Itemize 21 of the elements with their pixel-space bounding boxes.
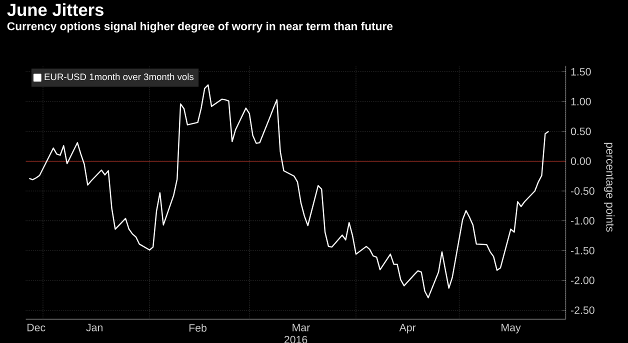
x-tick-label: Apr — [399, 324, 416, 334]
y-tick-label: -2.50 — [570, 306, 594, 314]
x-axis-title: 2016 — [284, 336, 308, 343]
y-tick-label: -1.50 — [570, 246, 594, 254]
x-tick-label: Feb — [189, 324, 207, 332]
line-series — [28, 84, 550, 298]
x-tick-label: May — [502, 324, 521, 334]
x-tick-label: Jan — [86, 324, 102, 332]
y-tick-label: -1.00 — [570, 217, 594, 225]
chart-subtitle: Currency options signal higher degree of worry in near term than future — [7, 22, 393, 33]
y-tick-label: -0.50 — [570, 187, 594, 195]
y-tick-label: -2.00 — [570, 276, 594, 284]
y-tick-label: 1.00 — [571, 98, 591, 106]
x-tick-label: Dec — [28, 324, 46, 332]
y-axis-title: percentage points — [604, 142, 615, 232]
y-tick-label: 0.50 — [570, 128, 591, 136]
chart-title: June Jitters — [7, 3, 104, 16]
x-tick-label: Mar — [292, 324, 310, 332]
y-tick-label: 0.00 — [570, 157, 591, 165]
legend-label: EUR-USD 1month over 3month vols — [44, 73, 194, 80]
y-tick-label: 1.50 — [571, 68, 591, 76]
